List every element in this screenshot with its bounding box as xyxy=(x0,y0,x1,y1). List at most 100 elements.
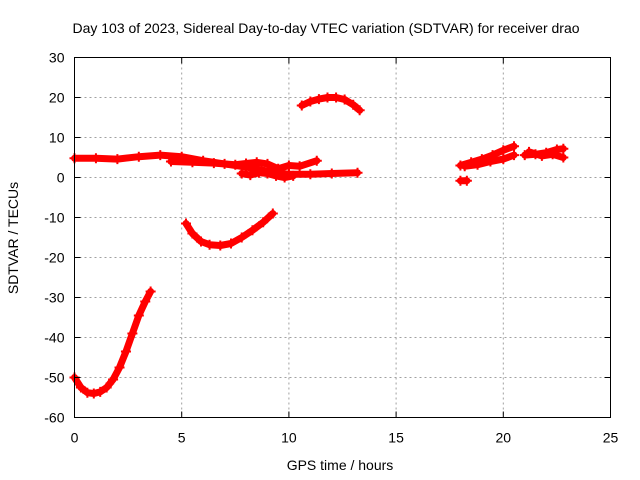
data-point xyxy=(279,172,290,183)
data-point xyxy=(236,232,247,243)
data-point xyxy=(112,154,123,165)
data-point xyxy=(253,167,264,178)
data-point xyxy=(459,161,470,172)
data-point xyxy=(95,386,106,397)
data-point xyxy=(247,225,258,236)
data-point xyxy=(127,328,138,339)
data-point xyxy=(352,167,363,178)
data-point xyxy=(262,158,273,169)
series-arc-near-zero-b xyxy=(165,155,322,174)
data-point xyxy=(313,94,324,105)
data-point xyxy=(187,228,198,239)
data-point xyxy=(558,143,569,154)
data-point xyxy=(331,92,342,103)
data-point xyxy=(296,100,307,111)
series-arc-near-zero-c xyxy=(236,167,299,183)
y-tick-label: 0 xyxy=(57,170,65,186)
y-tick-label: -10 xyxy=(44,210,64,226)
data-point xyxy=(498,154,509,165)
y-tick-label: -60 xyxy=(44,410,64,426)
series-trace xyxy=(525,148,567,161)
data-point xyxy=(133,310,144,321)
axis-ticks xyxy=(74,57,611,418)
data-point xyxy=(258,217,269,228)
series-arc-high xyxy=(296,92,365,116)
tick-labels: 0 5 10 15 20 25 -60 -50 -40 -30 -20 -10 0 10 20 30 xyxy=(44,50,618,446)
data-point xyxy=(262,168,273,179)
data-point xyxy=(558,152,569,163)
data-point xyxy=(120,346,131,357)
series-arc-right-short xyxy=(455,175,472,186)
data-point xyxy=(133,151,144,162)
y-tick-label: -40 xyxy=(44,330,64,346)
data-point xyxy=(509,141,520,152)
grid-lines xyxy=(74,57,611,418)
data-point xyxy=(461,175,472,186)
x-tick-label: 5 xyxy=(178,430,186,446)
y-tick-label: -50 xyxy=(44,370,64,386)
data-point xyxy=(305,96,316,107)
data-point xyxy=(339,94,350,105)
data-point xyxy=(498,145,509,156)
data-point xyxy=(509,150,520,161)
data-series xyxy=(69,92,569,399)
data-point xyxy=(273,163,284,174)
chart-title: Day 103 of 2023, Sidereal Day-to-day VTE… xyxy=(72,20,579,36)
data-point xyxy=(472,159,483,170)
x-tick-label: 10 xyxy=(281,430,297,446)
y-tick-label: 10 xyxy=(49,130,65,146)
data-point xyxy=(204,239,215,250)
data-point xyxy=(140,296,151,307)
y-tick-label: 30 xyxy=(49,50,65,66)
data-point xyxy=(145,286,156,297)
data-point xyxy=(195,236,206,247)
y-tick-label: 20 xyxy=(49,90,65,106)
data-point xyxy=(165,156,176,167)
y-tick-label: -20 xyxy=(44,250,64,266)
data-point xyxy=(155,150,166,161)
data-point xyxy=(547,149,558,160)
x-tick-label: 15 xyxy=(388,430,404,446)
data-point xyxy=(267,208,278,219)
data-point xyxy=(230,159,241,170)
x-tick-label: 25 xyxy=(603,430,619,446)
series-arc-right-b xyxy=(459,150,520,172)
data-point xyxy=(326,168,337,179)
data-point xyxy=(288,170,299,181)
data-point xyxy=(236,168,247,179)
series-arc-right-d xyxy=(524,146,569,163)
data-point xyxy=(322,92,333,103)
data-point xyxy=(348,99,359,110)
data-point xyxy=(114,362,125,373)
data-point xyxy=(311,155,322,166)
data-point xyxy=(485,156,496,167)
data-point xyxy=(88,388,99,399)
data-point xyxy=(283,160,294,171)
series-trace xyxy=(182,210,277,249)
x-tick-label: 20 xyxy=(496,430,512,446)
data-point xyxy=(101,382,112,393)
data-point xyxy=(294,161,305,172)
y-axis-label: SDTVAR / TECUs xyxy=(5,182,21,294)
plot-frame xyxy=(74,57,611,418)
data-point xyxy=(251,157,262,168)
data-point xyxy=(354,105,365,116)
data-point xyxy=(187,157,198,168)
data-point xyxy=(271,170,282,181)
y-tick-label: -30 xyxy=(44,290,64,306)
data-point xyxy=(536,150,547,161)
x-tick-label: 0 xyxy=(71,430,79,446)
data-point xyxy=(108,374,119,385)
data-point xyxy=(226,238,237,249)
data-point xyxy=(90,153,101,164)
data-point xyxy=(241,158,252,169)
data-point xyxy=(180,218,191,229)
data-point xyxy=(208,158,219,169)
series-arc-mid-low xyxy=(180,208,278,251)
series-arc-deep-low xyxy=(69,286,156,399)
data-point xyxy=(215,240,226,251)
data-point xyxy=(305,169,316,180)
data-point xyxy=(245,170,256,181)
x-axis-label: GPS time / hours xyxy=(287,457,394,473)
